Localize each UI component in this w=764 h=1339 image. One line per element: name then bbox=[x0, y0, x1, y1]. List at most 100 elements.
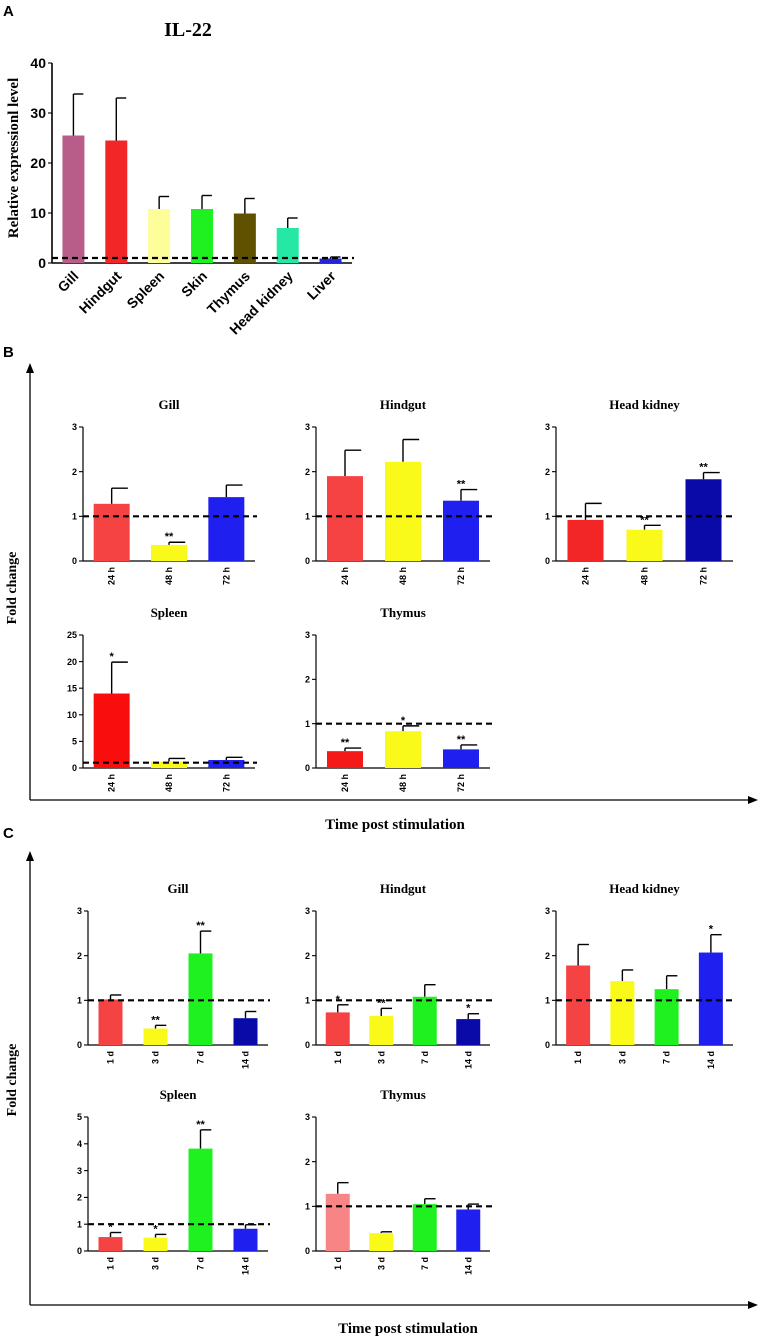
chart-panel_c-charts-4: Thymus 0 1 2 3 1 d 3 d 7 d 14 d bbox=[305, 1087, 492, 1275]
y-tick-label: 2 bbox=[305, 1157, 310, 1167]
significance-label: ** bbox=[640, 514, 649, 526]
chart-panel_c-charts-2: Head kidney 0 1 2 3 1 d 3 d 7 d * 14 d bbox=[545, 881, 735, 1069]
bar bbox=[443, 500, 479, 561]
y-tick-label: 20 bbox=[67, 657, 77, 667]
significance-label: * bbox=[466, 1003, 471, 1015]
y-tick-label: 0 bbox=[545, 1040, 550, 1050]
significance-label: ** bbox=[377, 997, 386, 1009]
y-tick-label: 0 bbox=[305, 1040, 310, 1050]
category-label: 7 d bbox=[196, 1257, 206, 1270]
bar bbox=[151, 544, 187, 561]
bar bbox=[610, 981, 635, 1045]
y-tick-label: 3 bbox=[72, 422, 77, 432]
y-tick-label: 15 bbox=[67, 683, 77, 693]
chart-panel_b-charts-2: Head kidney 0 1 2 3 24 h ** 48 h ** 72 h bbox=[545, 397, 735, 585]
y-tick-label: 0 bbox=[77, 1246, 82, 1256]
category-label: 3 d bbox=[151, 1051, 161, 1064]
panel-label-b: B bbox=[3, 344, 14, 361]
category-label: 1 d bbox=[106, 1051, 116, 1064]
y-tick-label: 1 bbox=[305, 719, 310, 729]
bar bbox=[327, 751, 363, 768]
bar bbox=[233, 213, 256, 263]
y-tick-label: 2 bbox=[77, 951, 82, 961]
chart-panel_b-charts-4: Thymus 0 1 2 3 ** 24 h * 48 h ** 72 h bbox=[305, 605, 492, 792]
bar bbox=[319, 258, 342, 263]
chart-panel_b-charts-1: Hindgut 0 1 2 3 24 h 48 h ** 72 h bbox=[305, 397, 492, 585]
bar bbox=[93, 693, 130, 768]
y-tick-label: 10 bbox=[30, 205, 46, 221]
bar bbox=[654, 989, 679, 1045]
y-tick-label: 0 bbox=[38, 255, 46, 271]
category-label: Gill bbox=[54, 268, 81, 295]
bar bbox=[412, 1204, 437, 1251]
category-label: 48 h bbox=[398, 774, 408, 792]
bar bbox=[412, 996, 437, 1045]
chart-a-title: IL-22 bbox=[164, 19, 212, 41]
y-tick-label: 0 bbox=[77, 1040, 82, 1050]
y-tick-label: 0 bbox=[305, 763, 310, 773]
bar bbox=[233, 1228, 258, 1251]
y-tick-label: 3 bbox=[305, 422, 310, 432]
significance-label: ** bbox=[196, 1119, 205, 1131]
chart-a-ylabel: Relative expressionl level bbox=[6, 78, 22, 239]
panel-b-xlabel: Time post stimulation bbox=[325, 817, 465, 833]
bar bbox=[276, 228, 299, 263]
y-tick-label: 3 bbox=[305, 1112, 310, 1122]
category-label: 3 d bbox=[151, 1257, 161, 1270]
bar bbox=[325, 1193, 350, 1251]
category-label: 72 h bbox=[221, 774, 231, 792]
bar bbox=[105, 140, 128, 263]
y-tick-label: 3 bbox=[305, 630, 310, 640]
bar bbox=[98, 1237, 123, 1251]
category-label: 7 d bbox=[420, 1051, 430, 1064]
significance-label: ** bbox=[341, 737, 350, 749]
bar bbox=[233, 1018, 258, 1045]
y-tick-label: 30 bbox=[30, 105, 46, 121]
y-tick-label: 2 bbox=[545, 467, 550, 477]
y-tick-label: 3 bbox=[545, 422, 550, 432]
bar bbox=[151, 761, 187, 768]
bar bbox=[369, 1015, 394, 1045]
category-label: 3 d bbox=[617, 1051, 627, 1064]
category-label: Spleen bbox=[123, 268, 167, 312]
bar bbox=[98, 999, 123, 1045]
bar bbox=[62, 135, 85, 263]
bar bbox=[626, 529, 663, 561]
category-label: 48 h bbox=[164, 567, 174, 585]
panel-b-frame bbox=[26, 363, 758, 804]
y-tick-label: 20 bbox=[30, 155, 46, 171]
y-tick-label: 0 bbox=[72, 763, 77, 773]
y-tick-label: 1 bbox=[305, 995, 310, 1005]
category-label: 48 h bbox=[164, 774, 174, 792]
panel-c-ylabel: Fold change bbox=[5, 1044, 20, 1117]
chart-panel_c-charts-0: Gill 0 1 2 3 1 d ** 3 d ** 7 d 14 d bbox=[77, 881, 270, 1069]
bar bbox=[385, 461, 421, 561]
category-label: 7 d bbox=[420, 1257, 430, 1270]
category-label: Liver bbox=[304, 267, 339, 302]
bar bbox=[698, 952, 723, 1045]
y-tick-label: 1 bbox=[77, 995, 82, 1005]
significance-label: * bbox=[401, 715, 406, 727]
significance-label: ** bbox=[457, 479, 466, 491]
y-tick-label: 0 bbox=[305, 556, 310, 566]
chart-title: Head kidney bbox=[609, 881, 680, 896]
chart-title: Spleen bbox=[151, 605, 189, 620]
y-tick-label: 3 bbox=[77, 1166, 82, 1176]
y-tick-label: 2 bbox=[545, 951, 550, 961]
category-label: 7 d bbox=[662, 1051, 672, 1064]
y-tick-label: 5 bbox=[72, 737, 77, 747]
category-label: 72 h bbox=[456, 774, 466, 792]
bar bbox=[143, 1237, 168, 1251]
y-tick-label: 3 bbox=[545, 906, 550, 916]
bar bbox=[456, 1019, 481, 1045]
y-tick-label: 1 bbox=[545, 511, 550, 521]
category-label: 24 h bbox=[340, 774, 350, 792]
category-label: 3 d bbox=[376, 1051, 386, 1064]
category-label: 3 d bbox=[376, 1257, 386, 1270]
y-tick-label: 1 bbox=[545, 995, 550, 1005]
significance-label: * bbox=[108, 1222, 113, 1234]
bar bbox=[208, 497, 245, 561]
category-label: 1 d bbox=[573, 1051, 583, 1064]
